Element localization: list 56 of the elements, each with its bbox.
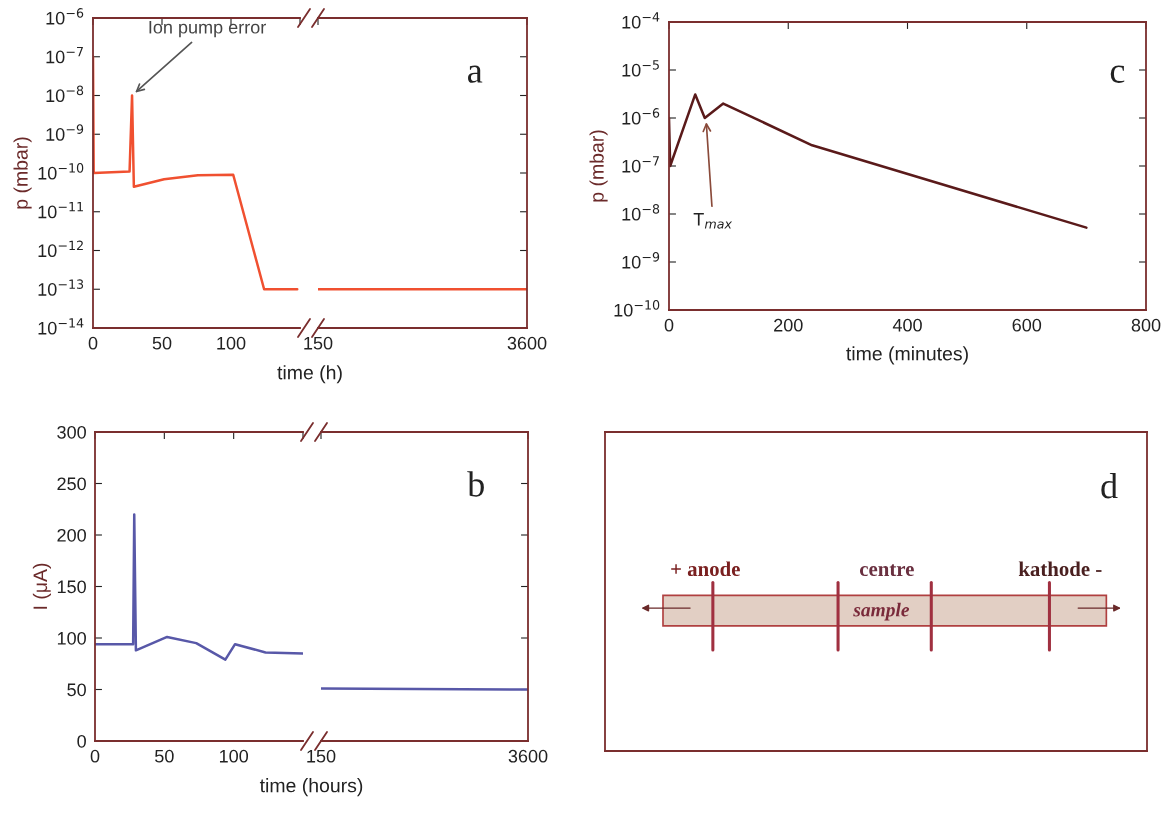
y-tick-label: 10$^{−14}$ bbox=[38, 318, 84, 335]
annotation: c bbox=[1110, 65, 1125, 83]
y-tick-label: 10$^{−6}$ bbox=[622, 108, 660, 125]
text: d bbox=[1101, 473, 1118, 499]
x-tick-label: 3600 bbox=[507, 336, 547, 350]
x-axis-title: time (minutes) bbox=[846, 346, 968, 365]
annotation: a bbox=[468, 65, 483, 83]
x-tick-label: 50 bbox=[155, 749, 174, 763]
y-axis-title: p (mbar) bbox=[13, 137, 32, 209]
y-tick-label: 10$^{−9}$ bbox=[46, 124, 84, 141]
x-tick-label: 150 bbox=[304, 336, 333, 350]
y-tick-label: 10$^{−9}$ bbox=[622, 252, 660, 269]
text: kathode - bbox=[1018, 561, 1102, 577]
y-tick-label: 10$^{−10}$ bbox=[38, 163, 84, 180]
y-tick-label: 10$^{−5}$ bbox=[622, 60, 659, 77]
y-tick-label: 10$^{−8}$ bbox=[622, 204, 660, 221]
x-axis-title: time (hours) bbox=[259, 778, 363, 797]
x-tick-label: 0 bbox=[90, 749, 100, 763]
x-tick-label: 200 bbox=[774, 318, 803, 332]
x-tick-label: 3600 bbox=[508, 749, 548, 763]
y-tick-label: 50 bbox=[67, 683, 86, 697]
y-tick-label: 300 bbox=[57, 425, 86, 439]
line-series bbox=[95, 513, 303, 661]
text: sample bbox=[853, 602, 910, 621]
y-tick-label: 10$^{−13}$ bbox=[38, 279, 84, 296]
y-tick-label: 10$^{−7}$ bbox=[622, 156, 659, 173]
y-tick-label: 10$^{−11}$ bbox=[38, 202, 83, 219]
y-tick-label: 250 bbox=[57, 477, 86, 491]
y-tick-label: 200 bbox=[57, 528, 86, 542]
text: centre bbox=[859, 564, 914, 577]
x-tick-label: 400 bbox=[892, 318, 922, 332]
annotation: b bbox=[467, 471, 484, 497]
y-tick-label: 150 bbox=[57, 580, 86, 594]
y-tick-label: 10$^{−6}$ bbox=[46, 8, 84, 25]
y-tick-label: 100 bbox=[57, 631, 86, 645]
x-tick-label: 800 bbox=[1131, 318, 1161, 332]
y-tick-label: 10$^{−7}$ bbox=[46, 47, 83, 64]
x-tick-label: 50 bbox=[152, 336, 172, 350]
text: + anode bbox=[671, 561, 740, 577]
y-tick-label: 10$^{−10}$ bbox=[614, 300, 660, 317]
x-tick-label: 150 bbox=[307, 749, 336, 763]
x-tick-label: 100 bbox=[219, 749, 249, 763]
y-axis-title: p (mbar) bbox=[589, 130, 608, 202]
x-tick-label: 100 bbox=[217, 336, 246, 350]
annotation: T$_{max}$ bbox=[693, 213, 733, 229]
y-axis-title: I (μA) bbox=[32, 563, 51, 609]
x-tick-label: 0 bbox=[88, 336, 98, 350]
annotation: Ion pump error bbox=[149, 21, 266, 38]
y-tick-label: 10$^{−8}$ bbox=[46, 85, 84, 103]
y-tick-label: 0 bbox=[77, 734, 86, 748]
x-tick-label: 0 bbox=[664, 318, 674, 332]
x-tick-label: 600 bbox=[1012, 318, 1042, 332]
y-tick-label: 10$^{−12}$ bbox=[38, 240, 83, 258]
line-series bbox=[669, 93, 1088, 229]
y-tick-label: 10$^{−4}$ bbox=[622, 12, 660, 29]
x-axis-title: time (h) bbox=[277, 365, 342, 384]
